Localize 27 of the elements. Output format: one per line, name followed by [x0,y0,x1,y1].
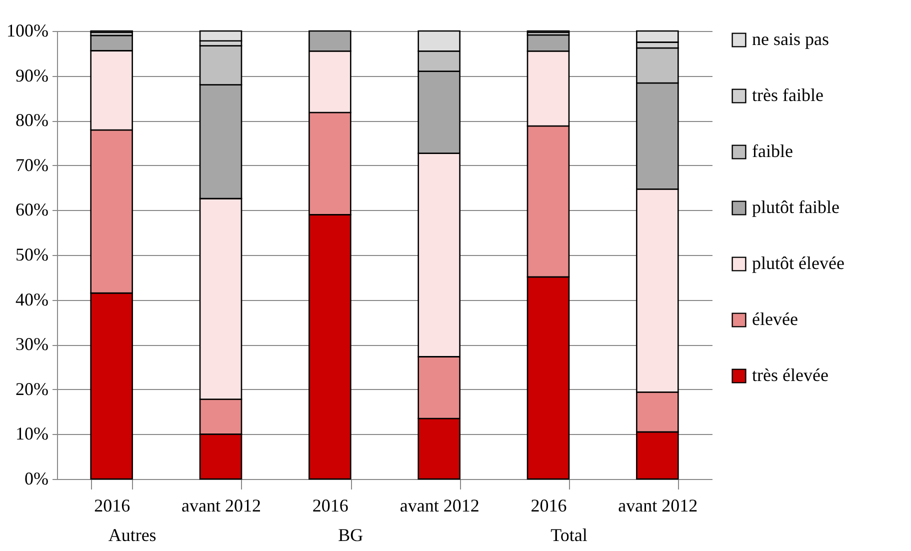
legend-label: très faible [752,85,824,105]
y-tick-label: 0% [24,468,48,488]
y-tick-label: 10% [16,424,48,444]
y-tick-label: 30% [16,334,48,354]
y-tick-label: 60% [16,200,48,220]
x-tick-label: 2016 [530,496,567,516]
x-tick-label: avant 2012 [182,496,261,516]
y-tick-label: 70% [16,154,48,175]
legend-label: très élevée [752,365,828,385]
x-tick-label: 2016 [94,496,130,516]
text: Autres [108,525,156,545]
x-tick-label: avant 2012 [400,496,480,516]
x-tick-label: avant 2012 [618,496,698,516]
y-tick-label: 40% [16,289,48,310]
y-tick-label: 90% [16,65,48,86]
legend-label: plutôt faible [752,197,840,217]
y-tick-label: 80% [16,110,48,130]
text: Total [550,525,588,545]
y-tick-label: 20% [16,378,48,399]
legend-label: plutôt élevée [752,253,844,273]
text: BG [338,525,364,545]
legend-label: faible [752,141,793,161]
y-tick-label: 50% [16,244,48,264]
y-tick-label: 100% [6,20,48,40]
x-tick-label: 2016 [312,496,348,516]
legend-label: ne sais pas [752,29,829,49]
legend-label: élevée [752,309,798,329]
